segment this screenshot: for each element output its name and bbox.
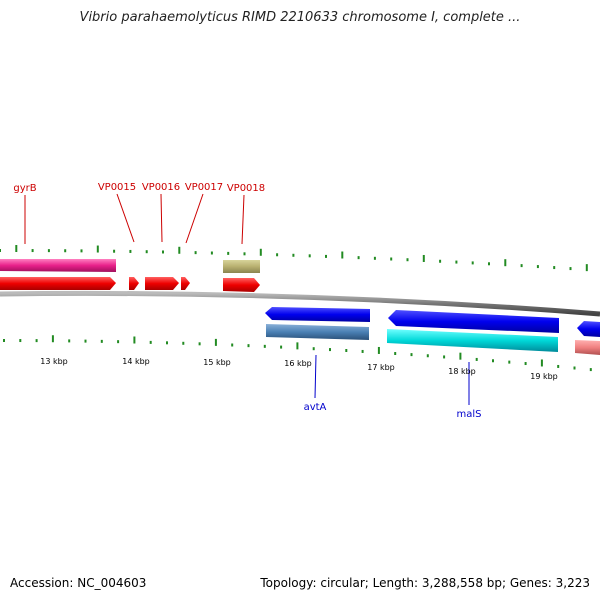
gene-feature-gyrB[interactable] <box>0 259 116 272</box>
gene-label-malS: malS <box>457 409 482 420</box>
accession-text: Accession: NC_004603 <box>10 576 147 590</box>
tick-row-lower <box>3 335 592 372</box>
gene-feature-khaki[interactable] <box>223 260 260 273</box>
gene-feature-blue-3[interactable] <box>577 321 600 337</box>
gene-feature-VP0018[interactable] <box>181 277 190 290</box>
gene-feature-blue-1[interactable] <box>265 307 370 322</box>
gene-feature-salmon[interactable] <box>575 340 600 355</box>
label-leaders <box>24 193 470 405</box>
gene-feature-VP0016[interactable] <box>129 277 139 290</box>
gene-feature-malS[interactable] <box>387 329 558 352</box>
map-title: Vibrio parahaemolyticus RIMD 2210633 chr… <box>79 10 521 25</box>
gene-feature-VP0015[interactable] <box>0 277 116 290</box>
scale-label-14kbp: 14 kbp <box>122 357 150 366</box>
scale-label-16kbp: 16 kbp <box>284 359 312 368</box>
chromosome-backbone <box>0 290 600 317</box>
scale-label-19kbp: 19 kbp <box>530 372 558 381</box>
gene-feature-avtA[interactable] <box>266 324 369 340</box>
gene-feature-red-4[interactable] <box>223 278 260 292</box>
gene-label-VP0016: VP0016 <box>142 182 180 193</box>
scale-label-13kbp: 13 kbp <box>40 357 68 366</box>
gene-label-avtA: avtA <box>304 402 327 413</box>
gene-label-VP0015: VP0015 <box>98 182 136 193</box>
genome-summary-text: Topology: circular; Length: 3,288,558 bp… <box>260 576 590 590</box>
gene-label-VP0017: VP0017 <box>185 182 223 193</box>
scale-label-15kbp: 15 kbp <box>203 358 231 367</box>
gene-feature-VP0017[interactable] <box>145 277 179 290</box>
gene-label-VP0018: VP0018 <box>227 183 265 194</box>
gene-feature-blue-2[interactable] <box>388 310 559 333</box>
tick-row-upper <box>0 245 588 272</box>
scale-label-18kbp: 18 kbp <box>448 367 476 376</box>
gene-label-gyrB: gyrB <box>13 183 36 194</box>
scale-label-17kbp: 17 kbp <box>367 363 395 372</box>
